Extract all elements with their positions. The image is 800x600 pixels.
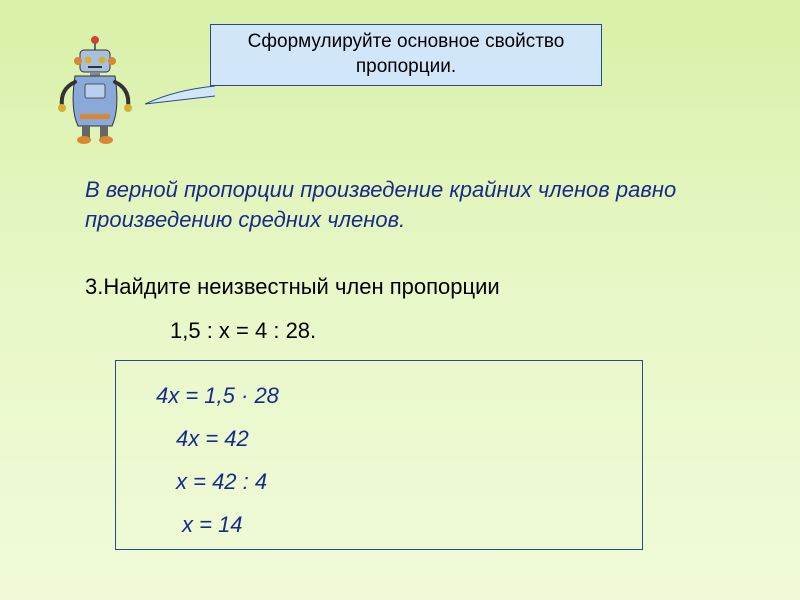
solution-line: х = 42 : 4 xyxy=(156,461,602,504)
solution-line: х = 14 xyxy=(156,504,602,547)
speech-text: Сформулируйте основное свойство пропорци… xyxy=(221,30,591,79)
solution-box: 4х = 1,5 · 28 4х = 42 х = 42 : 4 х = 14 xyxy=(115,360,643,550)
speech-bubble-tail xyxy=(145,82,215,112)
task-label: 3.Найдите неизвестный член пропорции xyxy=(85,274,500,300)
solution-line: 4х = 42 xyxy=(156,418,602,461)
solution-line: 4х = 1,5 · 28 xyxy=(156,375,602,418)
equation-text: 1,5 : х = 4 : 28. xyxy=(170,318,316,344)
robot-illustration xyxy=(50,34,140,149)
rule-text: В верной пропорции произведение крайних … xyxy=(85,175,705,234)
speech-bubble: Сформулируйте основное свойство пропорци… xyxy=(210,24,602,86)
